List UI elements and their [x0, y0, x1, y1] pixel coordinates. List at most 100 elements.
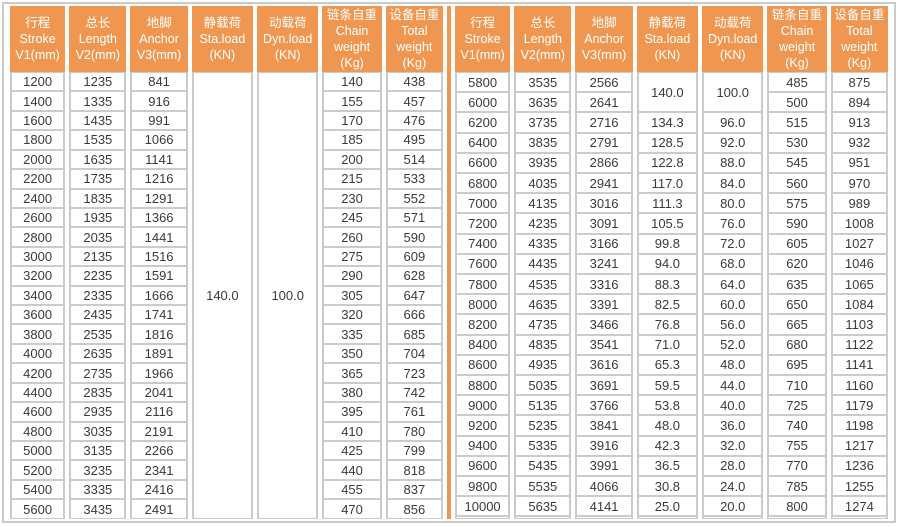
- table-cell: 530: [767, 132, 827, 153]
- table-cell: 59.5: [636, 375, 699, 396]
- table-cell: 1966: [130, 363, 188, 383]
- table-cell: 742: [385, 382, 443, 403]
- table-cell: 40.0: [702, 395, 764, 416]
- table-cell: 1600: [10, 110, 66, 131]
- table-cell: 7600: [455, 253, 511, 275]
- table-cell: 1400: [10, 91, 66, 111]
- table-cell: 44.0: [702, 375, 764, 396]
- table-cell: 4000: [10, 343, 66, 364]
- table-cell: 740: [767, 415, 827, 436]
- table-cell: 2335: [69, 285, 127, 306]
- table-cell: 1200: [10, 72, 66, 92]
- table-row: 4400 2835 2041 380 742: [10, 382, 443, 403]
- table-row: 5400 3335 2416 455 837: [10, 479, 443, 500]
- table-row: 5600 3435 2491 470 856: [10, 499, 443, 519]
- table-row: 2200 1735 1216 215 533: [10, 169, 443, 189]
- table-row: 4800 3035 2191 410 780: [10, 421, 443, 442]
- column-header: 链条自重 Chain weight (Kg): [322, 6, 382, 72]
- table-row: 6200 3735 2716 134.3 96.0 515 913: [455, 112, 888, 133]
- table-cell: 710: [767, 375, 827, 396]
- table-cell: 134.3: [636, 112, 699, 133]
- table-row: 7800 4535 3316 88.3 64.0 635 1065: [455, 274, 888, 295]
- table-cell: 666: [385, 305, 443, 325]
- table-cell: 4935: [514, 354, 572, 376]
- table-cell: 72.0: [702, 233, 764, 254]
- table-cell: 500: [767, 92, 827, 113]
- table-cell: 7400: [455, 233, 511, 254]
- table-cell: 4135: [514, 193, 572, 214]
- table-cell: 590: [767, 213, 827, 234]
- table-cell: 4600: [10, 402, 66, 422]
- table-row: 1200 1235 841 140.0 100.0 140 438: [10, 72, 443, 519]
- table-cell: 4800: [10, 421, 66, 442]
- table-cell: 723: [385, 363, 443, 383]
- table-cell: 4635: [514, 294, 572, 315]
- table-cell: 30.8: [636, 476, 699, 497]
- table-row: 8800 5035 3691 59.5 44.0 710 1160: [455, 375, 888, 396]
- table-row: 8400 4835 3541 71.0 52.0 680 1122: [455, 334, 888, 355]
- table-cell: 42.3: [636, 435, 699, 456]
- table-row: 8600 4935 3616 65.3 48.0 695 1141: [455, 354, 888, 376]
- table-cell: 620: [767, 253, 827, 275]
- table-cell: 1216: [130, 169, 188, 189]
- table-cell: 3335: [69, 479, 127, 500]
- table-cell: 875: [830, 72, 888, 93]
- column-header: 行程 Stroke V1(mm): [10, 6, 66, 72]
- table-cell: 6800: [455, 173, 511, 194]
- header-row: 行程 Stroke V1(mm) 总长 Length V2(mm) 地脚 Ancho…: [455, 6, 888, 72]
- table-cell: 1008: [830, 213, 888, 234]
- table-cell: 32.0: [702, 435, 764, 456]
- table-row: 1800 1535 1066 185 495: [10, 130, 443, 150]
- table-cell: [455, 516, 511, 519]
- table-cell: 111.3: [636, 193, 699, 214]
- table-row: 7200 4235 3091 105.5 76.0 590 1008: [455, 213, 888, 234]
- table-cell: 65.3: [636, 354, 699, 376]
- table-cell: 841: [130, 72, 188, 92]
- table-cell: 117.0: [636, 173, 699, 194]
- table-cell: 455: [322, 479, 382, 500]
- table-cell: 704: [385, 343, 443, 364]
- table-cell: 105.5: [636, 213, 699, 234]
- table-cell: 3935: [514, 152, 572, 174]
- table-row: 5200 3235 2341 440 818: [10, 460, 443, 480]
- table-cell: 575: [767, 193, 827, 214]
- table-row: 6800 4035 2941 117.0 84.0 560 970: [455, 173, 888, 194]
- table-cell: 3000: [10, 246, 66, 267]
- table-row: 9400 5335 3916 42.3 32.0 755 1217: [455, 435, 888, 456]
- table-cell: 785: [767, 476, 827, 497]
- table-cell: 609: [385, 246, 443, 267]
- table-cell: 25.0: [636, 496, 699, 517]
- table-row: 2800 2035 1441 260 590: [10, 227, 443, 247]
- table-cell: 1666: [130, 285, 188, 306]
- table-cell: 5800: [455, 72, 511, 93]
- table-cell: 647: [385, 285, 443, 306]
- table-cell: 4235: [514, 213, 572, 234]
- column-header: 动载荷 Dyn.load (KN): [257, 6, 319, 72]
- spec-table-left: 行程 Stroke V1(mm) 总长 Length V2(mm) 地脚 Ancho…: [6, 6, 447, 519]
- table-cell: 2135: [69, 246, 127, 267]
- table-cell: 1084: [830, 294, 888, 315]
- table-cell: [636, 516, 699, 519]
- table-cell: 1179: [830, 395, 888, 416]
- table-cell: 1535: [69, 130, 127, 150]
- table-cell: 856: [385, 499, 443, 519]
- table-cell: 560: [767, 173, 827, 194]
- table-cell: 1255: [830, 476, 888, 497]
- table-cell: 92.0: [702, 132, 764, 153]
- table-cell: 3766: [575, 395, 633, 416]
- column-header: 链条自重 Chain weight (Kg): [767, 6, 827, 72]
- table-cell: 4335: [514, 233, 572, 254]
- table-cell: 2935: [69, 402, 127, 422]
- table-cell: 1274: [830, 496, 888, 517]
- table-cell: 6400: [455, 132, 511, 153]
- table-cell: 1435: [69, 110, 127, 131]
- table-cell: 457: [385, 91, 443, 111]
- table-cell: 88.0: [702, 152, 764, 174]
- table-cell: 6200: [455, 112, 511, 133]
- table-cell: 88.3: [636, 274, 699, 295]
- table-cell: 320: [322, 305, 382, 325]
- table-cell: 3635: [514, 92, 572, 113]
- table-cell: 514: [385, 149, 443, 170]
- table-cell: 230: [322, 188, 382, 208]
